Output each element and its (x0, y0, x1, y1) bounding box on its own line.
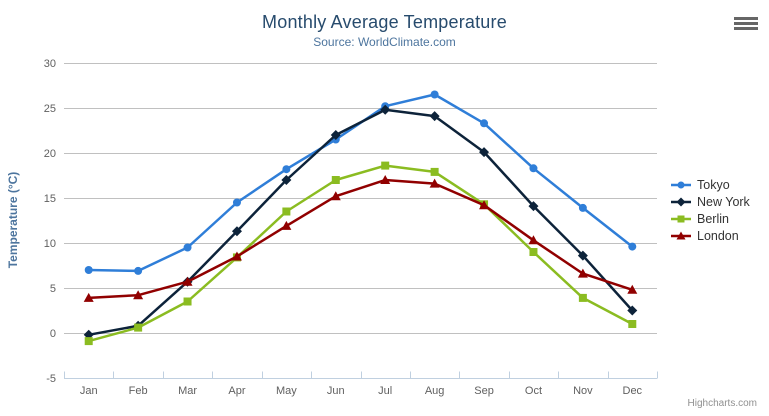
x-axis-tick-label: Jun (327, 385, 345, 397)
y-axis-tick-label: 15 (44, 193, 56, 205)
series-line (87, 93, 634, 273)
legend-label: London (697, 228, 739, 243)
series-line (87, 108, 634, 337)
data-point[interactable] (231, 226, 242, 237)
y-axis-tick-label: -5 (46, 373, 56, 385)
series-line (87, 164, 634, 343)
legend-label: Berlin (697, 211, 729, 226)
data-point[interactable] (83, 292, 94, 302)
data-point[interactable] (84, 266, 93, 274)
data-point[interactable] (331, 176, 340, 184)
data-point[interactable] (380, 175, 391, 184)
data-point[interactable] (429, 178, 440, 188)
y-axis-tick-label: 5 (50, 283, 56, 295)
x-axis-tick-label: Jul (378, 385, 392, 397)
data-point[interactable] (281, 220, 292, 230)
x-axis-tick-label: Dec (623, 385, 643, 397)
x-axis-tick-label: Apr (228, 385, 245, 397)
x-axis-tick-label: Oct (525, 385, 542, 397)
legend-item-tokyo[interactable]: Tokyo (670, 176, 750, 193)
context-menu-button[interactable] (734, 17, 758, 33)
y-axis-tick-label: 20 (44, 148, 56, 160)
data-point[interactable] (627, 284, 638, 294)
data-point[interactable] (628, 320, 637, 328)
data-point[interactable] (628, 242, 637, 251)
x-axis-tick-label: Aug (425, 385, 445, 397)
data-point[interactable] (330, 191, 341, 201)
data-point[interactable] (134, 266, 143, 275)
data-point[interactable] (133, 290, 144, 300)
data-point[interactable] (627, 305, 638, 316)
data-point[interactable] (479, 200, 490, 210)
highcharts-credit-link[interactable]: Highcharts.com (687, 398, 757, 409)
data-point[interactable] (578, 293, 587, 302)
series-tokyo (84, 90, 637, 275)
legend-marker[interactable] (676, 197, 686, 206)
legend-symbol-square-icon (671, 215, 691, 222)
data-point[interactable] (577, 268, 588, 278)
legend-symbol-diamond-icon (671, 197, 691, 206)
hamburger-icon (734, 17, 758, 20)
legend-marker[interactable] (677, 181, 685, 188)
data-point[interactable] (529, 164, 538, 173)
data-point[interactable] (330, 130, 341, 140)
x-axis-tick-label: Feb (129, 385, 148, 397)
series-london (83, 175, 638, 302)
data-point[interactable] (182, 276, 193, 286)
data-point[interactable] (577, 250, 588, 261)
legend: Tokyo New York Berlin London (670, 176, 750, 244)
data-point[interactable] (529, 248, 538, 256)
y-axis-tick-label: 10 (44, 238, 56, 250)
hamburger-icon (734, 27, 758, 30)
y-axis-title: Temperature (°C) (6, 171, 20, 269)
x-axis-tick-label: Sep (474, 385, 494, 397)
data-point[interactable] (380, 104, 391, 115)
data-point[interactable] (232, 198, 241, 207)
chart-subtitle: Source: WorldClimate.com (313, 35, 456, 49)
data-point[interactable] (282, 165, 291, 174)
legend-item-london[interactable]: London (670, 227, 750, 244)
data-point[interactable] (183, 297, 192, 306)
legend-symbol-triangle-icon (671, 231, 691, 239)
data-point[interactable] (480, 119, 489, 128)
legend-marker[interactable] (677, 215, 685, 222)
data-point[interactable] (84, 337, 93, 346)
data-point[interactable] (430, 90, 439, 99)
legend-item-berlin[interactable]: Berlin (670, 210, 750, 227)
data-point[interactable] (231, 251, 242, 261)
series-new-york (83, 104, 638, 340)
legend-item-new-york[interactable]: New York (670, 193, 750, 210)
data-point[interactable] (282, 207, 291, 216)
y-axis-tick-label: 25 (44, 103, 56, 115)
data-point[interactable] (281, 175, 292, 185)
data-point[interactable] (183, 243, 192, 252)
data-point[interactable] (528, 201, 539, 212)
x-axis-tick-label: Nov (573, 385, 593, 397)
data-point[interactable] (134, 323, 143, 332)
data-point[interactable] (528, 235, 539, 245)
y-axis-tick-label: 0 (50, 328, 56, 340)
x-axis-tick-label: May (276, 385, 297, 397)
legend-label: New York (697, 194, 750, 209)
x-axis-tick-label: Jan (80, 385, 98, 397)
data-point[interactable] (430, 167, 439, 176)
legend-symbol-circle-icon (671, 181, 691, 188)
data-point[interactable] (381, 161, 390, 170)
data-point[interactable] (429, 111, 440, 122)
legend-label: Tokyo (697, 177, 730, 192)
hamburger-icon (734, 22, 758, 25)
x-axis-tick-label: Mar (178, 385, 197, 397)
legend-marker[interactable] (676, 231, 686, 239)
chart-title: Monthly Average Temperature (262, 12, 507, 32)
series-line (87, 178, 634, 300)
data-point[interactable] (479, 147, 490, 158)
y-axis-tick-label: 30 (44, 58, 56, 70)
data-point[interactable] (578, 203, 587, 212)
